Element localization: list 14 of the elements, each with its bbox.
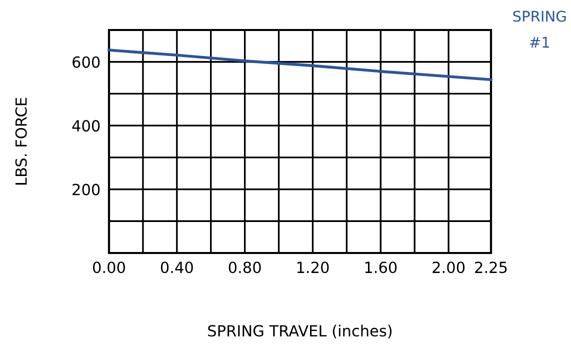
x-tick-label: 2.25: [475, 262, 507, 274]
x-tick-label: 1.20: [297, 262, 329, 274]
y-tick-label: 600: [72, 56, 100, 68]
y-axis-title: LBS. FORCE: [15, 98, 27, 185]
x-tick-label: 1.60: [365, 262, 397, 274]
x-tick-label: 0.00: [93, 262, 125, 274]
x-axis-title: SPRING TRAVEL (inches): [208, 324, 392, 338]
x-tick-label: 0.80: [228, 262, 261, 274]
y-tick-label: 200: [72, 184, 100, 196]
text: SPRING #1: [513, 10, 566, 48]
y-tick-label: 400: [72, 120, 100, 132]
x-tick-label: 0.40: [160, 262, 193, 274]
x-tick-label: 2.00: [432, 262, 465, 274]
line-series: [108, 48, 492, 82]
